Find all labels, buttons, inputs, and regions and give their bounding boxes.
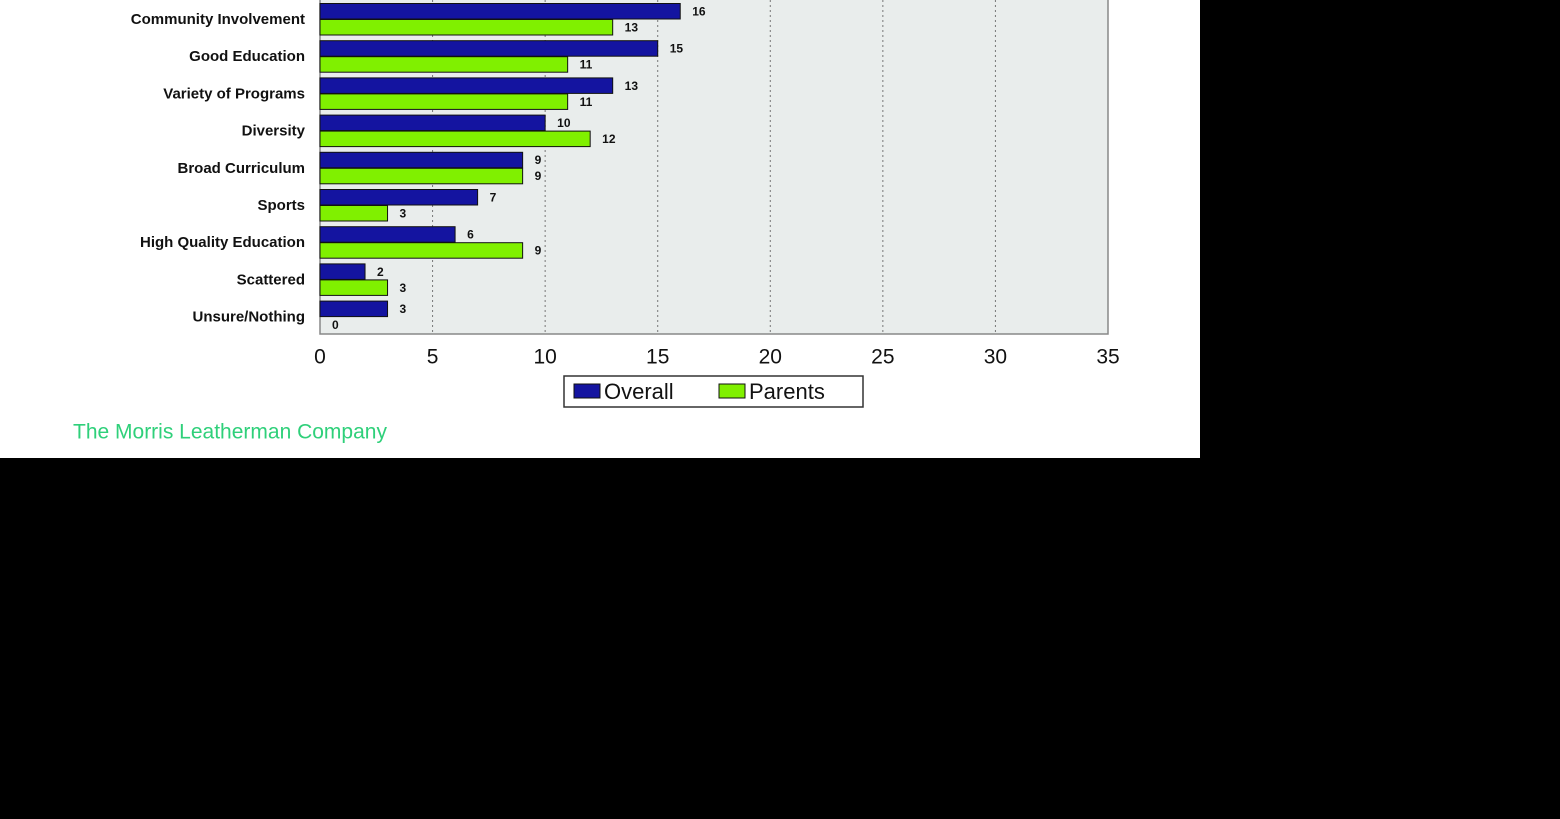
x-tick-label: 0 — [314, 346, 326, 369]
bar — [319, 77, 614, 94]
legend-label: Overall — [604, 379, 674, 404]
bar — [319, 114, 546, 132]
value-label: 10 — [557, 116, 571, 130]
value-label: 7 — [490, 190, 497, 204]
bar — [319, 300, 389, 318]
y-tick-label: Broad Curriculum — [177, 160, 305, 177]
legend-box — [563, 375, 864, 408]
y-tick-label: Community Involvement — [131, 11, 305, 28]
value-label: 11 — [580, 95, 593, 109]
value-label: 3 — [400, 206, 407, 220]
bar — [319, 3, 681, 20]
legend-label: Parents — [749, 379, 825, 404]
x-tick-label: 35 — [1096, 346, 1119, 369]
y-tick-label: Scattered — [237, 271, 305, 288]
value-label: 13 — [625, 79, 639, 93]
y-tick-label: Unsure/Nothing — [193, 309, 306, 326]
value-label: 11 — [580, 58, 593, 72]
bar — [319, 151, 524, 169]
y-tick-label: High Quality Education — [140, 234, 305, 251]
value-label: 2 — [377, 265, 384, 279]
bar — [319, 242, 524, 259]
x-tick-label: 30 — [984, 346, 1007, 369]
legend-swatch — [718, 383, 746, 399]
bar — [319, 205, 389, 222]
y-tick-label: Diversity — [242, 123, 306, 140]
x-tick-label: 20 — [759, 346, 782, 369]
x-tick-label: 5 — [427, 346, 439, 369]
value-label: 3 — [400, 281, 407, 295]
value-label: 16 — [692, 4, 706, 18]
bar — [319, 167, 524, 185]
source: The Morris Leatherman Company — [73, 421, 387, 444]
bar — [319, 279, 389, 296]
y-tick-label: Variety of Programs — [163, 85, 305, 102]
value-label: 12 — [602, 132, 616, 146]
value-label: 9 — [535, 153, 542, 167]
value-label: 9 — [535, 169, 542, 183]
y-tick-label: Sports — [257, 197, 305, 214]
x-tick-label: 15 — [646, 346, 669, 369]
x-tick-label: 10 — [533, 346, 556, 369]
value-label: 6 — [467, 228, 474, 242]
legend-swatch — [573, 383, 601, 399]
value-label: 9 — [535, 244, 542, 258]
bar — [319, 130, 591, 148]
value-label: 15 — [670, 42, 684, 56]
value-label: 0 — [332, 318, 339, 332]
bar — [319, 263, 366, 280]
bar — [319, 40, 659, 57]
bar — [319, 56, 569, 73]
y-tick-label: Good Education — [189, 48, 305, 65]
bar — [319, 189, 479, 206]
value-label: 3 — [400, 302, 407, 316]
bar — [319, 93, 569, 110]
x-tick-label: 25 — [871, 346, 894, 369]
bar — [319, 226, 456, 243]
value-label: 13 — [625, 20, 639, 34]
bar — [319, 19, 614, 36]
